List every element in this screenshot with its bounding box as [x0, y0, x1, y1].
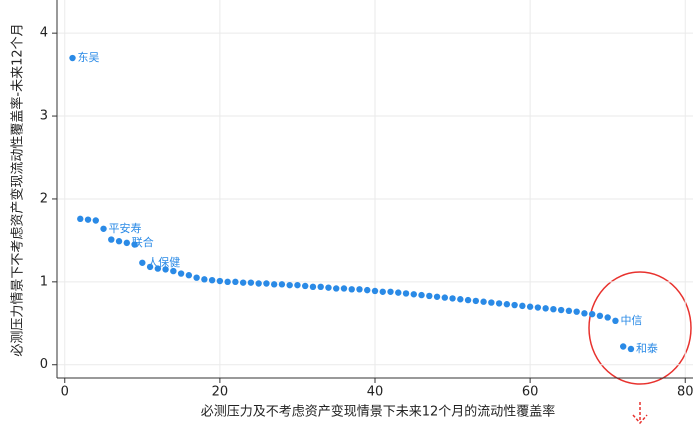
highlight-ellipse: [588, 271, 692, 385]
point-label: 人保健: [147, 255, 180, 269]
point-label: 中信: [620, 314, 642, 327]
point: [588, 310, 596, 318]
point: [612, 317, 619, 325]
point: [294, 281, 301, 289]
arrow-head: [632, 414, 648, 425]
point: [488, 299, 495, 306]
y-tick-label: 2: [40, 191, 48, 206]
point: [177, 270, 185, 277]
point: [333, 285, 340, 292]
point: [511, 301, 518, 309]
point: [495, 300, 503, 307]
point: [565, 307, 573, 315]
point: [123, 239, 131, 247]
point: [503, 301, 511, 308]
point: [301, 282, 309, 290]
point: [464, 296, 472, 304]
point: [154, 265, 162, 272]
x-axis-label: 必测压力及不考虑资产变现情景下未来12个月的流动性覆盖率: [201, 404, 556, 420]
point: [232, 278, 239, 286]
point: [379, 288, 386, 295]
point: [457, 296, 464, 303]
point: [596, 312, 604, 320]
point: [581, 310, 588, 317]
point: [364, 286, 371, 294]
x-tick-label: 20: [212, 385, 229, 400]
y-axis-label: 必测压力情景下不考虑资产变现流动性覆盖率-未来12个月: [10, 23, 26, 356]
point: [480, 298, 487, 305]
point: [286, 281, 293, 289]
point: [426, 292, 433, 300]
point: [100, 225, 107, 232]
point: [263, 280, 270, 287]
point: [441, 294, 449, 301]
point: [348, 286, 355, 293]
point: [619, 343, 627, 350]
x-tick-label: 80: [677, 385, 694, 400]
point: [84, 216, 92, 223]
point: [472, 297, 480, 305]
point: [247, 279, 255, 286]
point: [278, 281, 286, 288]
point: [309, 283, 317, 291]
point: [270, 281, 278, 288]
point-label: 和泰: [636, 341, 658, 355]
point: [146, 263, 154, 271]
point: [239, 279, 247, 286]
point-label: 东吴: [78, 51, 100, 64]
y-tick-label: 0: [40, 357, 48, 372]
point: [325, 284, 332, 291]
point: [340, 285, 348, 292]
point: [255, 280, 262, 287]
point: [131, 241, 138, 248]
x-tick-label: 40: [367, 385, 384, 400]
point: [410, 291, 417, 298]
point: [557, 306, 565, 314]
x-tick-label: 60: [522, 385, 539, 400]
point: [216, 277, 224, 285]
point: [550, 305, 557, 313]
point: [573, 308, 580, 315]
point: [193, 274, 200, 281]
point: [170, 267, 177, 275]
point: [208, 276, 216, 284]
point: [387, 288, 394, 295]
point: [402, 290, 410, 297]
point: [526, 303, 534, 310]
point: [604, 314, 611, 321]
point: [69, 54, 76, 62]
point: [115, 238, 123, 245]
point: [519, 302, 526, 310]
point: [433, 293, 441, 300]
point: [449, 295, 456, 302]
point: [201, 276, 208, 283]
point-label: 平安寿: [109, 221, 142, 235]
point: [139, 259, 146, 266]
point: [534, 304, 542, 311]
point: [317, 283, 324, 291]
point: [77, 215, 84, 223]
y-tick-label: 1: [40, 274, 48, 289]
point: [185, 272, 193, 279]
y-tick-label: 3: [40, 109, 48, 124]
point: [356, 286, 363, 293]
point: [371, 287, 379, 295]
point: [224, 278, 231, 286]
point: [395, 289, 402, 296]
point: [162, 266, 169, 273]
y-tick-label: 4: [40, 26, 48, 41]
point: [108, 236, 115, 243]
x-tick-label: 0: [61, 385, 69, 400]
point: [627, 345, 635, 353]
point: [92, 217, 99, 224]
point: [418, 291, 425, 299]
point: [542, 305, 549, 312]
